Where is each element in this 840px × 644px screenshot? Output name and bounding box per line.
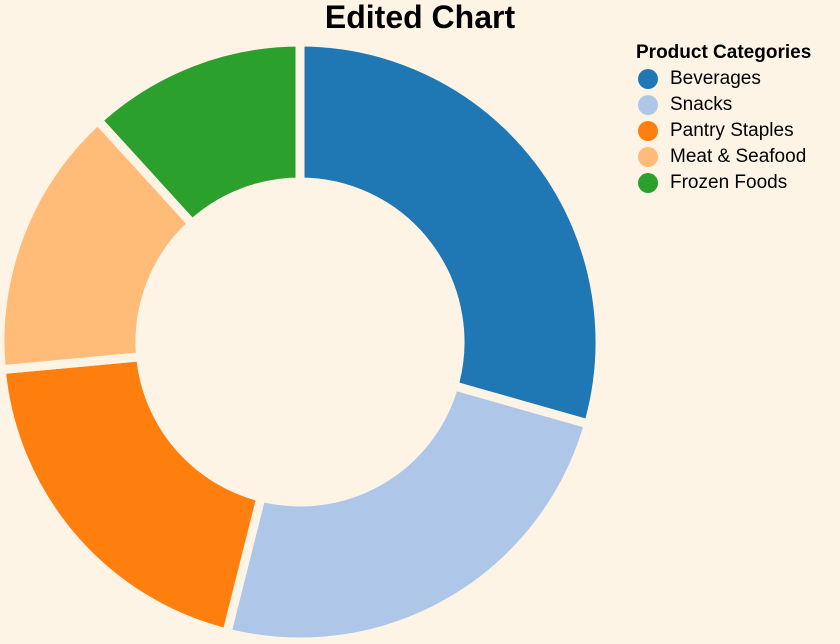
legend-label: Pantry Staples <box>670 120 794 141</box>
chart-title: Edited Chart <box>324 0 516 35</box>
slice-meat-and-seafood[interactable] <box>0 115 197 375</box>
legend-item-snacks[interactable]: Snacks <box>636 92 811 118</box>
legend-swatch <box>638 121 658 141</box>
legend-item-beverages[interactable]: Beverages <box>636 66 811 92</box>
legend-item-frozen-foods[interactable]: Frozen Foods <box>636 170 811 196</box>
legend-swatch <box>638 95 658 115</box>
legend: Product Categories Beverages Snacks Pantry… <box>636 42 811 196</box>
legend-item-pantry-staples[interactable]: Pantry Staples <box>636 118 811 144</box>
legend-label: Frozen Foods <box>670 172 788 193</box>
legend-label: Beverages <box>670 68 761 89</box>
legend-label: Meat & Seafood <box>670 146 807 167</box>
slice-pantry-staples[interactable] <box>0 352 266 638</box>
legend-title: Product Categories <box>636 42 812 63</box>
legend-swatch <box>638 69 658 89</box>
slice-snacks[interactable] <box>222 381 594 644</box>
legend-items: Beverages Snacks Pantry Staples Meat & Seaf… <box>636 66 811 196</box>
legend-item-meat-and-seafood[interactable]: Meat & Seafood <box>636 144 811 170</box>
slice-frozen-foods[interactable] <box>93 37 305 229</box>
slice-beverages[interactable] <box>295 37 605 429</box>
legend-swatch <box>638 147 658 167</box>
legend-swatch <box>638 173 658 193</box>
legend-label: Snacks <box>670 94 733 115</box>
